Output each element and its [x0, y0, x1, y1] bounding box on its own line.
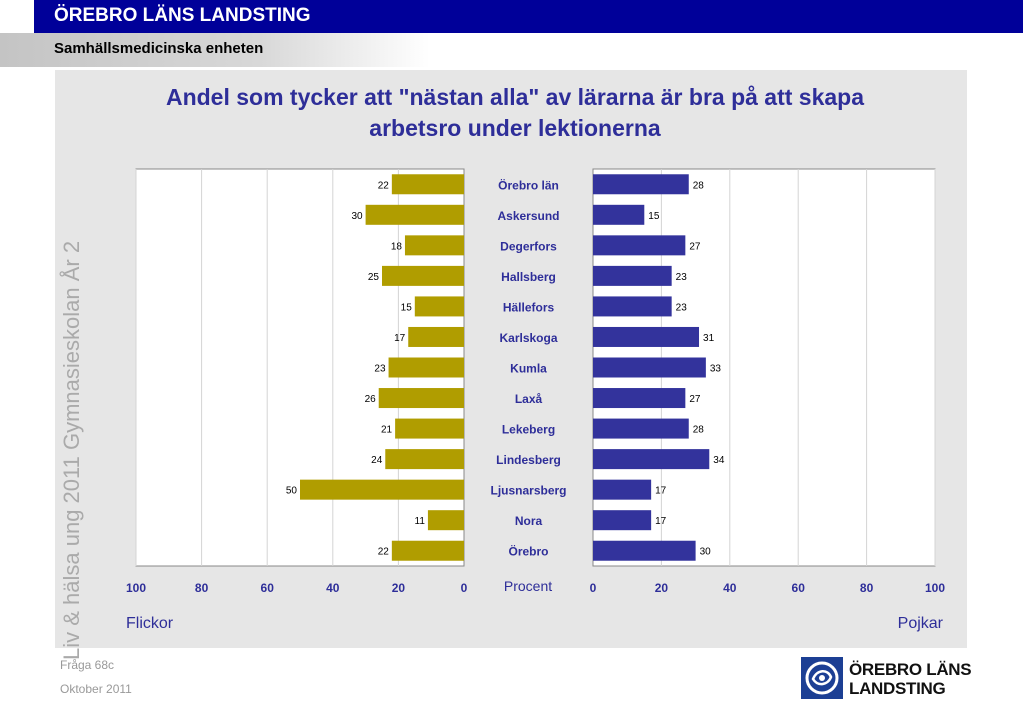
- data-label-boys: 17: [655, 516, 667, 527]
- bar-boys: [593, 174, 689, 195]
- unit-title: Samhällsmedicinska enheten: [54, 40, 264, 57]
- data-label-girls: 18: [391, 241, 403, 252]
- bar-boys: [593, 418, 689, 439]
- bar-boys: [593, 449, 710, 470]
- category-label: Askersund: [497, 209, 559, 223]
- data-label-boys: 31: [703, 333, 715, 344]
- data-label-girls: 21: [381, 425, 393, 436]
- data-label-girls: 15: [401, 302, 413, 313]
- data-label-boys: 17: [655, 486, 667, 497]
- chart-title: Andel som tycker att "nästan alla" av lä…: [165, 84, 865, 141]
- bar-girls: [378, 388, 464, 409]
- question-note: Fråga 68c: [60, 658, 115, 672]
- bar-boys: [593, 204, 645, 225]
- bar-boys: [593, 479, 652, 500]
- date-note: Oktober 2011: [60, 682, 132, 696]
- labels: 100 80 60 40 20 0 0 20 40 60 80 100 22 28 Örebro län 30…: [126, 177, 945, 595]
- category-label: Lekeberg: [502, 423, 555, 437]
- data-label-girls: 11: [415, 516, 426, 527]
- x-axis-label: Procent: [504, 578, 552, 594]
- data-label-boys: 15: [648, 211, 660, 222]
- bar-girls: [300, 479, 464, 500]
- bar-girls: [404, 235, 464, 256]
- bar-boys: [593, 265, 672, 286]
- bar-girls: [391, 540, 464, 561]
- bar-girls: [414, 296, 464, 317]
- category-label: Hallsberg: [501, 270, 556, 284]
- bar-girls: [385, 449, 464, 470]
- bar-boys: [593, 540, 696, 561]
- org-title: ÖREBRO LÄNS LANDSTING: [54, 5, 311, 26]
- bar-boys: [593, 326, 700, 347]
- data-label-boys: 28: [693, 180, 705, 191]
- data-label-boys: 28: [693, 425, 705, 436]
- bar-girls: [391, 174, 464, 195]
- data-label-girls: 24: [371, 455, 383, 466]
- bar-boys: [593, 357, 706, 378]
- logo-line1: ÖREBRO LÄNS: [849, 660, 972, 679]
- category-label: Örebro län: [498, 177, 559, 192]
- tick-label-girls: 60: [261, 581, 275, 595]
- data-label-girls: 17: [394, 333, 406, 344]
- data-label-girls: 50: [286, 486, 298, 497]
- gridlines: [135, 169, 936, 566]
- girls-label: Flickor: [126, 615, 174, 632]
- data-label-girls: 23: [374, 364, 386, 375]
- bar-boys: [593, 388, 686, 409]
- tick-label-boys: 80: [860, 581, 874, 595]
- bar-boys: [593, 296, 672, 317]
- bar-girls: [395, 418, 464, 439]
- sub-header-bar: Samhällsmedicinska enheten: [0, 33, 1023, 67]
- data-label-boys: 34: [713, 455, 725, 466]
- bar-girls: [427, 510, 464, 531]
- bar-boys: [593, 235, 686, 256]
- data-label-girls: 22: [378, 547, 390, 558]
- bars: [300, 174, 710, 561]
- tick-label-boys: 100: [925, 581, 945, 595]
- data-label-boys: 33: [710, 364, 722, 375]
- boys-label: Pojkar: [898, 615, 944, 632]
- bar-girls: [382, 265, 464, 286]
- category-label: Ljusnarsberg: [490, 484, 566, 498]
- bar-boys: [593, 510, 652, 531]
- tick-label-boys: 0: [590, 581, 597, 595]
- bar-girls: [388, 357, 464, 378]
- landsting-logo-icon: [801, 657, 843, 699]
- tick-label-girls: 100: [126, 581, 146, 595]
- tick-label-girls: 0: [461, 581, 468, 595]
- data-label-girls: 22: [378, 180, 390, 191]
- logo-line2: LANDSTING: [849, 679, 946, 698]
- tick-label-boys: 60: [792, 581, 806, 595]
- tick-label-girls: 80: [195, 581, 209, 595]
- tick-label-boys: 20: [655, 581, 669, 595]
- data-label-boys: 27: [689, 241, 701, 252]
- category-label: Lindesberg: [496, 453, 561, 467]
- data-label-girls: 30: [351, 211, 363, 222]
- data-label-boys: 23: [676, 272, 688, 283]
- bar-girls: [408, 326, 464, 347]
- category-label: Hällefors: [503, 300, 555, 314]
- tick-label-girls: 40: [326, 581, 340, 595]
- category-label: Nora: [515, 514, 543, 528]
- category-label: Degerfors: [500, 239, 557, 253]
- tick-label-boys: 40: [723, 581, 737, 595]
- category-label: Kumla: [510, 362, 547, 376]
- data-label-boys: 27: [689, 394, 701, 405]
- data-label-boys: 30: [700, 547, 712, 558]
- header-bar: ÖREBRO LÄNS LANDSTING: [34, 0, 1023, 33]
- category-label: Örebro: [508, 544, 548, 559]
- data-label-girls: 26: [365, 394, 377, 405]
- data-label-boys: 23: [676, 302, 688, 313]
- data-label-girls: 25: [368, 272, 380, 283]
- category-label: Laxå: [515, 392, 543, 406]
- category-label: Karlskoga: [499, 331, 557, 345]
- tick-label-girls: 20: [392, 581, 406, 595]
- bar-girls: [365, 204, 464, 225]
